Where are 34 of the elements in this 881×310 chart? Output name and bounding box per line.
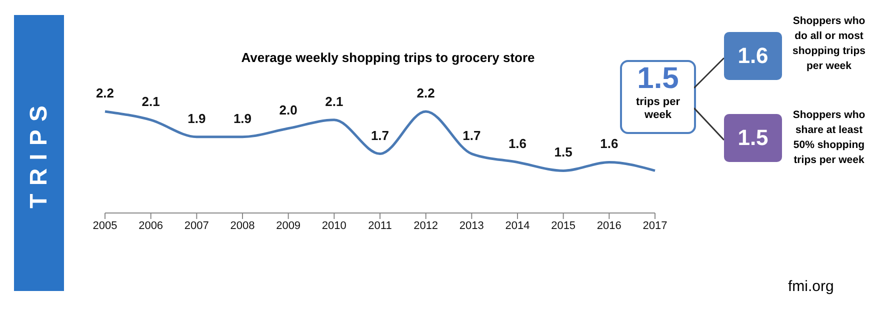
x-tick-label: 2012: [414, 220, 438, 232]
text: 1.5: [724, 114, 782, 162]
data-label: 2.2: [96, 85, 114, 100]
data-label: 2.1: [142, 94, 160, 109]
text: TRIPS: [25, 98, 53, 208]
x-tick-label: 2007: [184, 220, 209, 232]
x-tick-label: 2008: [230, 220, 255, 232]
x-tick-label: 2014: [505, 220, 530, 232]
data-label: 2.2: [416, 85, 435, 100]
data-label: 2.1: [325, 94, 344, 109]
data-label: 1.6: [600, 136, 618, 152]
data-label: 1.9: [233, 110, 252, 126]
text: Shoppers who share at least 50% shopping trips per week: [792, 108, 866, 168]
text: Shoppers who do all or most shopping trips per week: [792, 14, 866, 74]
x-tick-label: 2016: [596, 220, 622, 232]
x-tick-label: 2005: [92, 220, 118, 232]
x-tick-label: 2015: [551, 220, 576, 232]
x-tick-label: 2006: [138, 220, 164, 232]
annotation: trips per week: [634, 96, 681, 122]
x-tick-label: 2011: [368, 220, 392, 232]
x-tick-label: 2013: [459, 220, 484, 232]
x-tick-label: 2017: [642, 220, 668, 232]
x-tick-label: 2009: [276, 220, 301, 232]
text: fmi.org: [788, 278, 834, 295]
data-label: 1.7: [462, 128, 481, 143]
chart-title: Average weekly shopping trips to grocery store: [241, 50, 535, 65]
summary-card: 1.5 trips per week: [620, 60, 696, 134]
data-label: 1.9: [188, 110, 206, 126]
x-tick-label: 2010: [322, 220, 346, 232]
text: 1.6: [724, 32, 782, 80]
data-label: 1.7: [370, 128, 390, 143]
data-label: 1.5: [554, 144, 572, 160]
data-label: 1.6: [508, 136, 527, 152]
data-label: 2.0: [279, 102, 298, 118]
